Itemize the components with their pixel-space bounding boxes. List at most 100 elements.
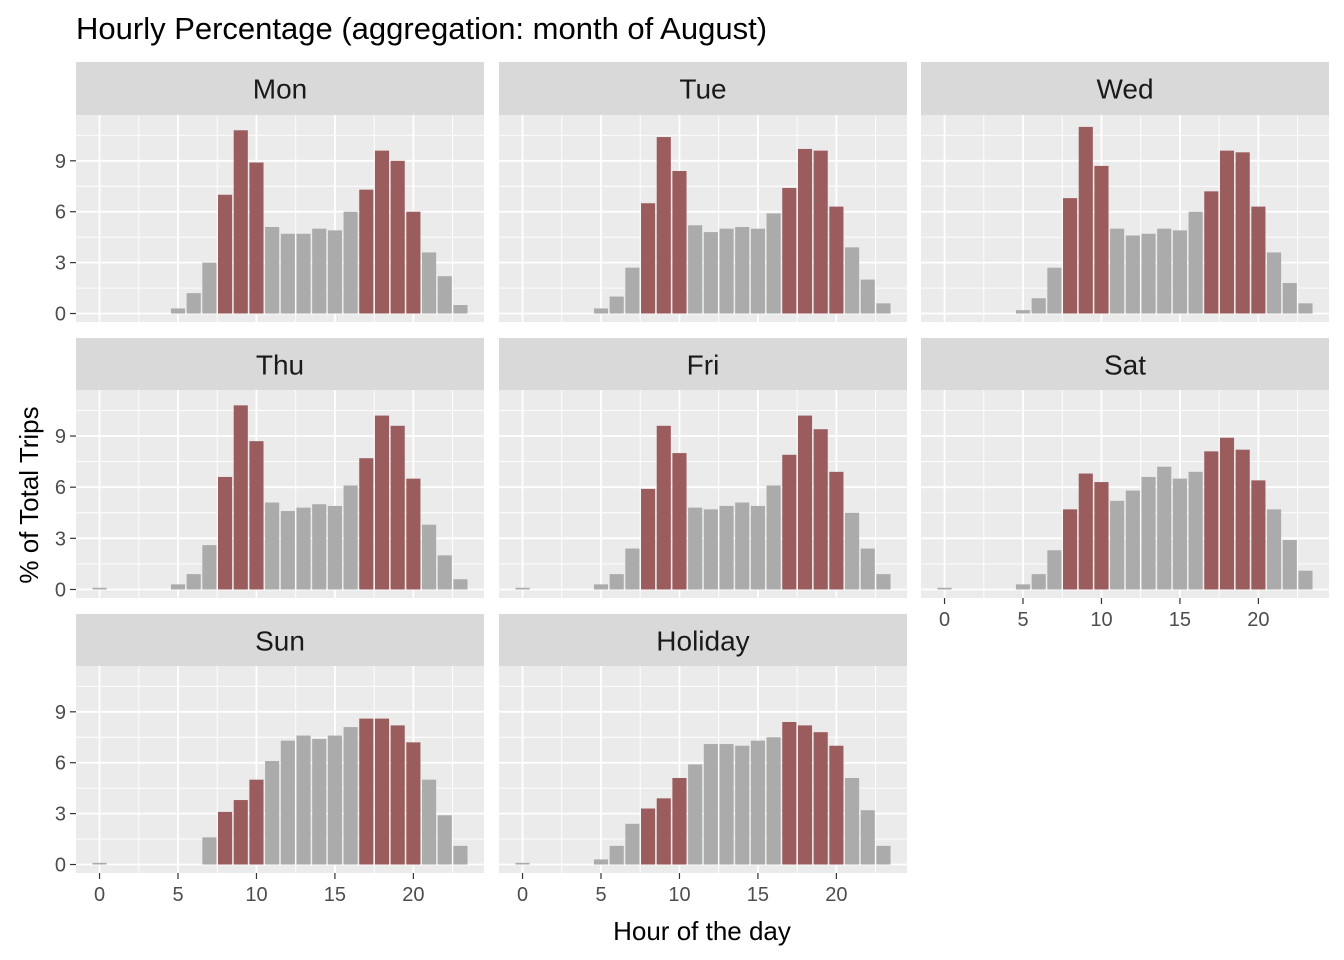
bar-thu-hour-20 — [406, 478, 421, 590]
y-tick-label: 3 — [55, 528, 66, 550]
facet-thu: Thu 0 3 6 9 — [55, 338, 484, 601]
bar-wed-hour-17 — [1204, 191, 1219, 314]
bar-mon-hour-7 — [202, 262, 217, 314]
bar-fri-hour-10 — [672, 453, 687, 590]
bar-fri-hour-16 — [766, 485, 781, 590]
bar-fri-hour-7 — [625, 548, 640, 590]
x-tick-label: 10 — [245, 884, 267, 906]
facet-strip-label: Wed — [1096, 74, 1153, 105]
bar-wed-hour-14 — [1157, 228, 1172, 314]
bar-sun-hour-11 — [265, 761, 280, 865]
bar-mon-hour-22 — [437, 276, 452, 314]
bar-wed-hour-9 — [1078, 126, 1093, 314]
bar-fri-hour-18 — [797, 415, 813, 590]
facet-strip-label: Holiday — [656, 626, 749, 657]
bar-tue-hour-13 — [719, 228, 734, 314]
bar-thu-hour-0 — [92, 587, 107, 590]
bar-tue-hour-20 — [829, 206, 844, 314]
facet-mon: Mon 0 3 6 9 — [55, 62, 484, 326]
bar-sat-hour-10 — [1094, 482, 1109, 590]
bar-holiday-hour-0 — [515, 862, 530, 865]
bar-mon-hour-10 — [249, 162, 264, 314]
bar-mon-hour-20 — [406, 211, 421, 314]
bar-tue-hour-15 — [750, 228, 765, 314]
x-tick-label: 5 — [1017, 609, 1028, 631]
bar-thu-hour-9 — [233, 405, 248, 590]
bar-wed-hour-11 — [1110, 228, 1125, 314]
x-tick-label: 0 — [939, 609, 950, 631]
bar-mon-hour-21 — [422, 252, 437, 314]
bar-sat-hour-12 — [1125, 490, 1140, 590]
bar-tue-hour-21 — [845, 247, 860, 314]
x-tick-label: 15 — [747, 884, 769, 906]
bar-sat-hour-18 — [1219, 437, 1235, 590]
bar-holiday-hour-15 — [750, 740, 765, 865]
bar-holiday-hour-14 — [735, 745, 750, 865]
bar-thu-hour-18 — [374, 415, 390, 590]
facet-panels: Mon 0 3 6 9 Tue Wed Thu 0 3 6 9 Fri Sat 0 5 10 15 20 Sun 0 3 6… — [55, 62, 1329, 906]
bar-fri-hour-20 — [829, 471, 844, 590]
bar-sun-hour-23 — [453, 845, 468, 865]
bar-thu-hour-11 — [265, 502, 280, 590]
bar-sun-hour-9 — [233, 800, 248, 865]
bar-thu-hour-10 — [249, 441, 264, 590]
x-tick-label: 20 — [825, 884, 847, 906]
facet-strip-label: Tue — [679, 74, 726, 105]
bar-mon-hour-15 — [327, 230, 342, 314]
x-tick-label: 0 — [517, 884, 528, 906]
facet-strip-label: Fri — [687, 350, 720, 381]
y-tick-label: 9 — [55, 426, 66, 448]
bar-holiday-hour-20 — [829, 745, 844, 865]
bar-mon-hour-12 — [280, 233, 295, 314]
facet-strip — [921, 62, 1329, 115]
bar-sat-hour-17 — [1204, 451, 1219, 590]
bar-tue-hour-10 — [672, 170, 687, 314]
bar-sun-hour-13 — [296, 735, 311, 865]
x-tick-label: 5 — [595, 884, 606, 906]
bar-sun-hour-0 — [92, 862, 107, 865]
bar-sat-hour-8 — [1063, 509, 1078, 590]
x-tick-label: 10 — [668, 884, 690, 906]
facet-fri: Fri — [499, 338, 907, 598]
y-tick-label: 0 — [55, 304, 66, 326]
x-tick-label: 15 — [1169, 609, 1191, 631]
y-tick-label: 9 — [55, 702, 66, 724]
bar-fri-hour-21 — [845, 512, 860, 590]
bar-wed-hour-6 — [1031, 298, 1046, 314]
x-tick-label: 15 — [324, 884, 346, 906]
bar-tue-hour-18 — [797, 148, 813, 314]
bar-wed-hour-19 — [1235, 152, 1250, 314]
bar-tue-hour-11 — [688, 225, 703, 314]
bar-mon-hour-9 — [233, 130, 248, 314]
bar-sun-hour-17 — [359, 718, 374, 865]
bar-sun-hour-19 — [390, 725, 405, 865]
bar-sat-hour-6 — [1031, 574, 1046, 590]
bar-mon-hour-16 — [343, 211, 358, 314]
bar-thu-hour-7 — [202, 545, 217, 590]
bar-holiday-hour-11 — [688, 764, 703, 865]
bar-sun-hour-14 — [312, 738, 327, 865]
bar-thu-hour-8 — [218, 476, 233, 590]
bar-mon-hour-6 — [186, 293, 201, 314]
bar-wed-hour-21 — [1267, 252, 1282, 314]
bar-wed-hour-23 — [1298, 303, 1313, 314]
bar-fri-hour-0 — [515, 587, 530, 590]
bar-sat-hour-5 — [1015, 584, 1031, 590]
bar-holiday-hour-9 — [656, 798, 671, 865]
bar-tue-hour-9 — [656, 137, 671, 314]
facet-wed: Wed — [921, 62, 1329, 322]
bar-tue-hour-8 — [641, 203, 656, 314]
bar-sat-hour-21 — [1267, 509, 1282, 590]
bar-holiday-hour-17 — [782, 721, 797, 865]
facet-strip — [76, 614, 484, 667]
facet-strip — [921, 338, 1329, 391]
bar-tue-hour-7 — [625, 267, 640, 314]
y-tick-label: 6 — [55, 753, 66, 775]
bar-wed-hour-13 — [1141, 233, 1156, 314]
bar-sun-hour-18 — [374, 718, 390, 865]
bar-tue-hour-17 — [782, 187, 797, 314]
bar-sat-hour-9 — [1078, 473, 1093, 590]
bar-sat-hour-11 — [1110, 500, 1125, 590]
bar-fri-hour-11 — [688, 507, 703, 590]
bar-mon-hour-8 — [218, 194, 233, 314]
